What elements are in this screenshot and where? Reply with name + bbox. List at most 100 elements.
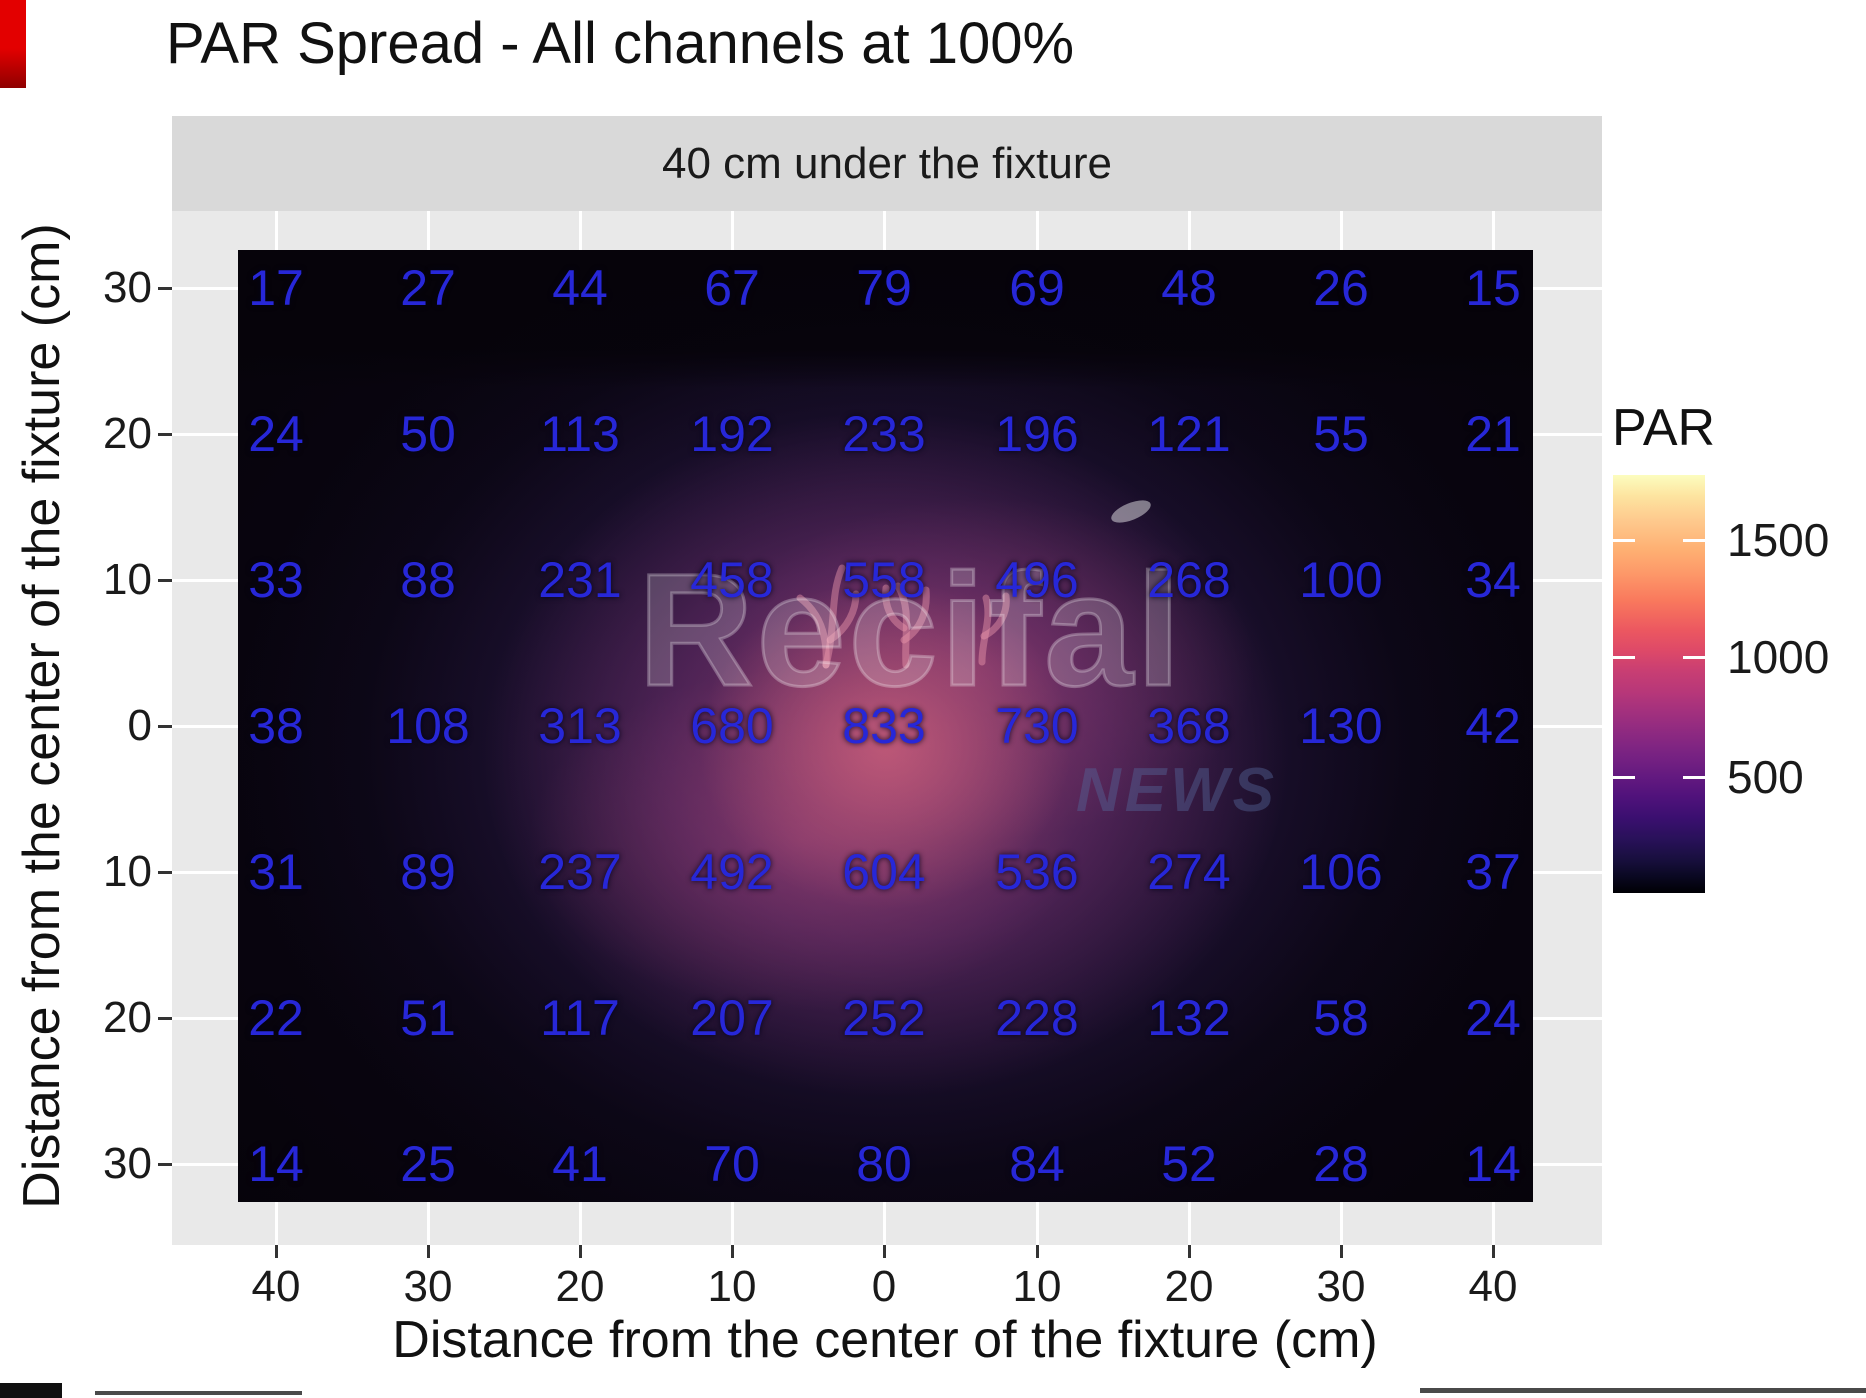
heatmap-value: 52 [1161, 1136, 1217, 1192]
x-tick-label: 40 [1468, 1262, 1518, 1311]
heatmap-value: 14 [1465, 1136, 1521, 1192]
heatmap-value: 207 [690, 990, 774, 1046]
x-tick-label: 10 [707, 1262, 757, 1311]
legend-tick-label: 1000 [1727, 631, 1830, 683]
heatmap-value: 492 [690, 844, 774, 900]
cropped-bottom-line-left [95, 1391, 302, 1395]
heatmap-value: 132 [1147, 990, 1231, 1046]
heatmap-value: 80 [856, 1136, 912, 1192]
heatmap-value: 680 [690, 698, 774, 754]
heatmap-value: 22 [248, 990, 304, 1046]
x-tick-label: 10 [1012, 1262, 1062, 1311]
heatmap-value: 21 [1465, 406, 1521, 462]
heatmap-value: 192 [690, 406, 774, 462]
x-tick-mark [1187, 1245, 1191, 1258]
news-watermark: NEWS [1076, 756, 1278, 825]
heatmap-value: 25 [400, 1136, 456, 1192]
heatmap-value: 496 [995, 552, 1079, 608]
heatmap-value: 24 [1465, 990, 1521, 1046]
heatmap-value: 69 [1009, 260, 1065, 316]
heatmap-value: 130 [1299, 698, 1383, 754]
heatmap-value: 41 [552, 1136, 608, 1192]
legend-tick-mark [1613, 538, 1635, 542]
legend-tick-mark [1613, 775, 1635, 779]
x-tick-mark [274, 1245, 278, 1258]
x-tick-mark [1491, 1245, 1495, 1258]
legend-tick-mark [1683, 775, 1705, 779]
x-tick-label: 30 [403, 1262, 453, 1311]
heatmap-value: 558 [842, 552, 926, 608]
heatmap-value: 67 [704, 260, 760, 316]
legend-tick-label: 1500 [1727, 514, 1830, 566]
heatmap-value: 50 [400, 406, 456, 462]
heatmap-value: 252 [842, 990, 926, 1046]
x-tick-mark [426, 1245, 430, 1258]
heatmap-value: 42 [1465, 698, 1521, 754]
heatmap-value: 51 [400, 990, 456, 1046]
heatmap-value: 17 [248, 260, 304, 316]
heatmap-value: 228 [995, 990, 1079, 1046]
legend-tick-mark [1683, 655, 1705, 659]
y-tick-label: 20 [103, 993, 152, 1042]
heatmap-value: 274 [1147, 844, 1231, 900]
heatmap-value: 833 [842, 698, 926, 754]
cropped-bottom-line-right [1420, 1388, 1866, 1393]
cropped-left-edge-artifact [0, 0, 26, 88]
heatmap-value: 48 [1161, 260, 1217, 316]
y-tick-label: 10 [103, 847, 152, 896]
heatmap-raster: Recifal NEWS [238, 250, 1533, 1202]
x-tick-mark [1035, 1245, 1039, 1258]
heatmap-value: 24 [248, 406, 304, 462]
y-tick-mark [158, 1162, 172, 1166]
x-tick-mark [1339, 1245, 1343, 1258]
heatmap-value: 237 [538, 844, 622, 900]
heatmap-value: 79 [856, 260, 912, 316]
heatmap-value: 113 [540, 406, 620, 462]
x-tick-mark [578, 1245, 582, 1258]
heatmap-value: 31 [248, 844, 304, 900]
x-tick-label: 0 [871, 1262, 897, 1311]
heatmap-value: 196 [995, 406, 1079, 462]
chart-title: PAR Spread - All channels at 100% [166, 11, 1075, 76]
y-axis-title: Distance from the center of the fixture … [13, 223, 71, 1209]
x-tick-label: 20 [555, 1262, 605, 1311]
y-tick-label: 30 [103, 1139, 152, 1188]
y-tick-mark [158, 578, 172, 582]
legend-tick-label: 500 [1727, 751, 1804, 803]
heatmap-value: 604 [842, 844, 926, 900]
heatmap-value: 313 [538, 698, 622, 754]
legend-colorbar [1613, 475, 1705, 893]
x-axis-title: Distance from the center of the fixture … [392, 1311, 1378, 1369]
heatmap-value: 33 [248, 552, 304, 608]
heatmap-value: 106 [1299, 844, 1383, 900]
y-tick-label: 0 [127, 701, 152, 750]
heatmap-value: 730 [995, 698, 1079, 754]
heatmap-value: 268 [1147, 552, 1231, 608]
heatmap-value: 28 [1313, 1136, 1369, 1192]
heatmap-value: 117 [540, 990, 620, 1046]
heatmap-value: 14 [248, 1136, 304, 1192]
y-tick-mark [158, 286, 172, 290]
heatmap-value: 37 [1465, 844, 1521, 900]
x-tick-mark [882, 1245, 886, 1258]
facet-strip: 40 cm under the fixture [172, 116, 1602, 211]
y-tick-mark [158, 724, 172, 728]
legend-tick-mark [1683, 538, 1705, 542]
heatmap-value: 84 [1009, 1136, 1065, 1192]
facet-strip-label: 40 cm under the fixture [661, 138, 1112, 188]
heatmap-value: 15 [1465, 260, 1521, 316]
y-tick-mark [158, 870, 172, 874]
heatmap-value: 108 [386, 698, 470, 754]
heatmap-value: 38 [248, 698, 304, 754]
recifal-watermark: Recifal [637, 540, 1184, 719]
y-tick-label: 30 [103, 263, 152, 312]
legend-title: PAR [1612, 399, 1716, 457]
y-tick-mark [158, 1016, 172, 1020]
legend-tick-mark [1613, 655, 1635, 659]
heatmap-value: 88 [400, 552, 456, 608]
heatmap-value: 44 [552, 260, 608, 316]
heatmap-value: 89 [400, 844, 456, 900]
x-tick-label: 40 [251, 1262, 301, 1311]
heatmap-value: 536 [995, 844, 1079, 900]
